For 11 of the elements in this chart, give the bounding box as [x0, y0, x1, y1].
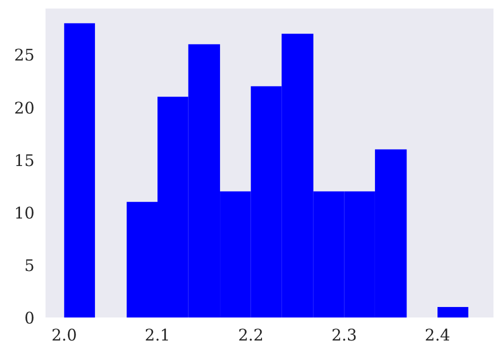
y-tick-label: 25: [14, 46, 34, 65]
x-tick-label: 2.1: [144, 326, 170, 343]
y-tick-label: 20: [14, 98, 34, 118]
y-tick-label: 10: [14, 203, 34, 222]
y-tick-label: 0: [24, 308, 35, 328]
x-tick-label: 2.3: [331, 326, 357, 343]
x-tick-label: 2.2: [238, 326, 264, 343]
x-tick-label: 2.4: [424, 326, 450, 343]
x-tick-label: 2.0: [51, 326, 77, 343]
y-tick-label: 5: [24, 256, 35, 275]
y-tick-label: 15: [14, 150, 34, 170]
